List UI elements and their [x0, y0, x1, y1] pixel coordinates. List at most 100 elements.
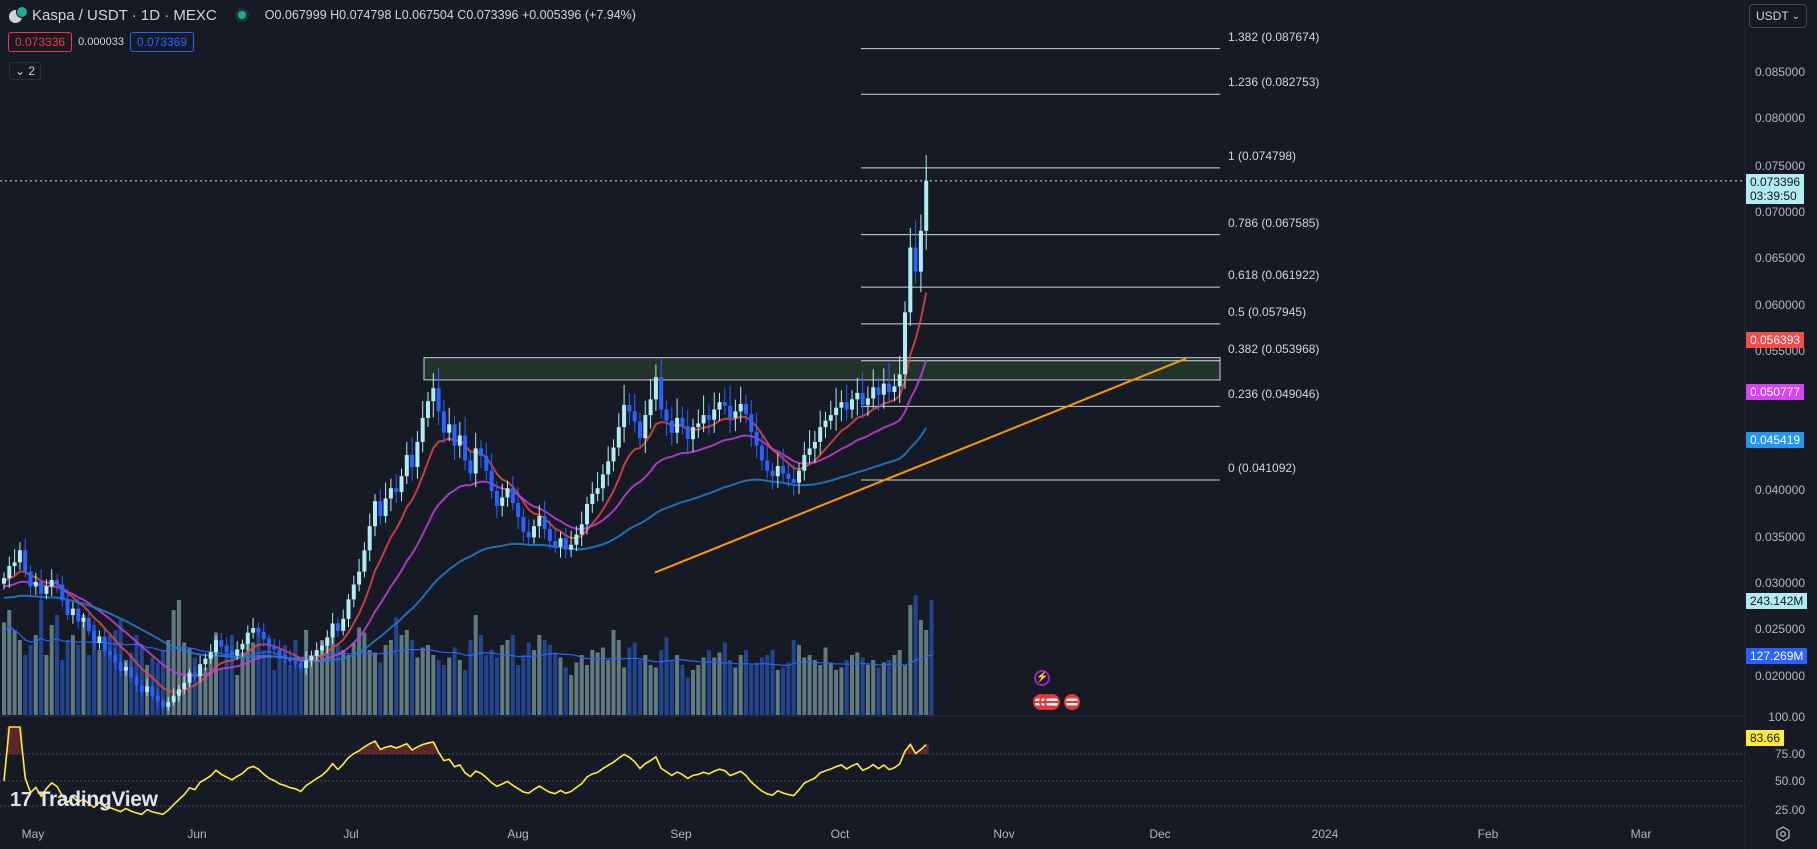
candle-body[interactable]	[150, 686, 155, 696]
candle-body[interactable]	[717, 402, 722, 410]
candle-body[interactable]	[595, 488, 600, 494]
candle-body[interactable]	[272, 645, 277, 650]
candle-body[interactable]	[129, 666, 134, 678]
candle-body[interactable]	[489, 470, 494, 492]
candle-body[interactable]	[828, 415, 833, 421]
candle-body[interactable]	[245, 632, 250, 644]
candle-body[interactable]	[97, 636, 102, 643]
candle-body[interactable]	[712, 409, 717, 420]
trendline[interactable]	[654, 357, 1187, 574]
candle-body[interactable]	[675, 417, 680, 433]
candle-body[interactable]	[542, 516, 547, 529]
candle-body[interactable]	[526, 531, 531, 538]
candle-body[interactable]	[134, 677, 139, 686]
candle-body[interactable]	[383, 498, 388, 517]
candle-body[interactable]	[653, 377, 658, 400]
candle-body[interactable]	[346, 599, 351, 619]
candle-body[interactable]	[473, 448, 478, 474]
candle-body[interactable]	[738, 403, 743, 412]
candle-body[interactable]	[574, 534, 579, 545]
candle-body[interactable]	[579, 524, 584, 535]
candle-body[interactable]	[240, 643, 245, 650]
ema-mid-line[interactable]	[3, 359, 928, 677]
candle-body[interactable]	[55, 579, 59, 585]
candle-body[interactable]	[12, 562, 17, 567]
candle-body[interactable]	[494, 491, 499, 506]
candle-body[interactable]	[500, 497, 505, 506]
candle-body[interactable]	[569, 544, 574, 550]
candle-body[interactable]	[643, 415, 648, 439]
candle-body[interactable]	[860, 392, 865, 405]
candle-body[interactable]	[468, 460, 473, 474]
candle-body[interactable]	[28, 571, 33, 587]
indicators-toggle-button[interactable]: ⌄ 2	[9, 62, 42, 80]
candle-body[interactable]	[420, 417, 425, 442]
candle-body[interactable]	[203, 658, 208, 665]
candle-body[interactable]	[844, 402, 849, 410]
candle-body[interactable]	[113, 654, 118, 663]
candle-body[interactable]	[320, 645, 324, 651]
candle-body[interactable]	[378, 501, 383, 517]
candle-body[interactable]	[277, 649, 282, 655]
candle-body[interactable]	[357, 571, 362, 585]
candle-body[interactable]	[7, 566, 12, 579]
candle-body[interactable]	[388, 488, 393, 499]
candle-body[interactable]	[892, 386, 897, 392]
candle-body[interactable]	[479, 448, 483, 456]
candle-body[interactable]	[161, 701, 165, 707]
candle-body[interactable]	[341, 618, 346, 631]
candle-body[interactable]	[441, 411, 446, 433]
candle-body[interactable]	[706, 415, 711, 420]
candle-body[interactable]	[2, 578, 6, 584]
candle-body[interactable]	[669, 420, 674, 433]
candle-body[interactable]	[102, 636, 107, 652]
candle-body[interactable]	[537, 516, 542, 527]
candle-body[interactable]	[182, 682, 187, 690]
candle-body[interactable]	[659, 377, 664, 410]
candle-body[interactable]	[298, 663, 303, 668]
candle-body[interactable]	[351, 584, 356, 600]
candle-body[interactable]	[367, 526, 372, 551]
candle-body[interactable]	[871, 387, 876, 399]
candle-body[interactable]	[330, 623, 335, 638]
candle-body[interactable]	[76, 608, 81, 622]
candle-body[interactable]	[791, 478, 796, 483]
candle-body[interactable]	[394, 488, 399, 492]
candle-body[interactable]	[176, 689, 181, 696]
candle-body[interactable]	[155, 695, 160, 702]
candle-body[interactable]	[65, 600, 70, 616]
candle-body[interactable]	[145, 686, 150, 692]
candle-body[interactable]	[553, 541, 558, 547]
candle-body[interactable]	[86, 617, 91, 631]
candle-body[interactable]	[775, 466, 780, 477]
candle-body[interactable]	[823, 420, 828, 428]
candle-body[interactable]	[839, 402, 844, 408]
candle-body[interactable]	[229, 651, 234, 656]
candle-body[interactable]	[415, 441, 420, 467]
candle-body[interactable]	[818, 427, 823, 442]
candle-body[interactable]	[622, 404, 627, 428]
candle-body[interactable]	[807, 448, 812, 455]
candle-body[interactable]	[728, 405, 733, 418]
candle-body[interactable]	[733, 411, 738, 418]
candle-body[interactable]	[680, 417, 685, 427]
candle-body[interactable]	[208, 652, 213, 659]
candle-body[interactable]	[664, 409, 669, 421]
candle-body[interactable]	[256, 628, 261, 632]
candle-body[interactable]	[108, 651, 112, 655]
candle-body[interactable]	[49, 579, 54, 587]
candle-body[interactable]	[60, 584, 65, 601]
candle-body[interactable]	[373, 501, 377, 527]
candle-body[interactable]	[293, 661, 298, 664]
candle-body[interactable]	[590, 493, 595, 504]
candle-body[interactable]	[192, 672, 197, 677]
candle-body[interactable]	[547, 528, 552, 542]
candle-body[interactable]	[219, 640, 224, 647]
candle-body[interactable]	[812, 441, 817, 449]
candle-body[interactable]	[913, 247, 918, 272]
candle-body[interactable]	[214, 640, 218, 653]
candle-body[interactable]	[606, 461, 611, 475]
candle-body[interactable]	[638, 421, 642, 439]
candle-body[interactable]	[309, 655, 314, 661]
